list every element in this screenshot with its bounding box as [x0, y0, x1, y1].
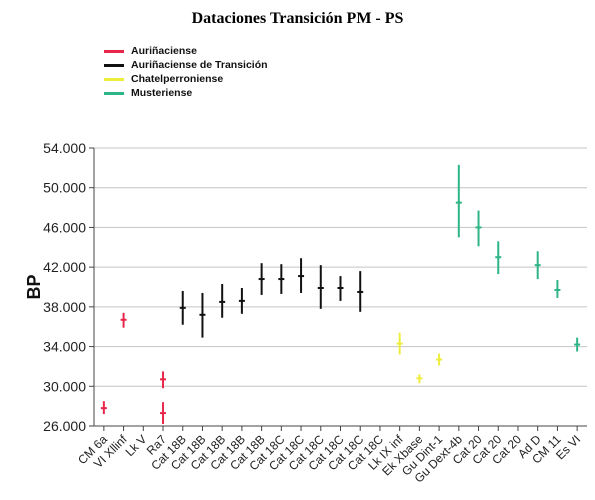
y-tick-label: 54.000	[43, 140, 86, 156]
legend-item-auriñaciense: Auriñaciense	[104, 44, 268, 58]
legend-swatch	[104, 63, 124, 67]
legend-swatch	[104, 91, 124, 95]
y-tick-label: 50.000	[43, 180, 86, 196]
legend: Auriñaciense Auriñaciense de Transición …	[104, 44, 268, 100]
legend-label: Auriñaciense	[131, 45, 197, 57]
legend-item-auriñaciense-transicion: Auriñaciense de Transición	[104, 58, 268, 72]
y-axis-label: BP	[24, 274, 44, 299]
y-tick-label: 42.000	[43, 259, 86, 275]
legend-label: Auriñaciense de Transición	[131, 59, 268, 71]
chart-title: Dataciones Transición PM - PS	[191, 10, 404, 27]
y-tick-label: 38.000	[43, 299, 86, 315]
legend-swatch	[104, 49, 124, 53]
legend-swatch	[104, 77, 124, 81]
y-tick-label: 26.000	[43, 418, 86, 434]
legend-item-musteriense: Musteriense	[104, 86, 268, 100]
y-tick-label: 30.000	[43, 378, 86, 394]
y-tick-label: 34.000	[43, 339, 86, 355]
legend-item-chatelperroniense: Chatelperroniense	[104, 72, 268, 86]
legend-label: Chatelperroniense	[131, 73, 224, 85]
y-tick-label: 46.000	[43, 219, 86, 235]
legend-label: Musteriense	[131, 87, 193, 99]
